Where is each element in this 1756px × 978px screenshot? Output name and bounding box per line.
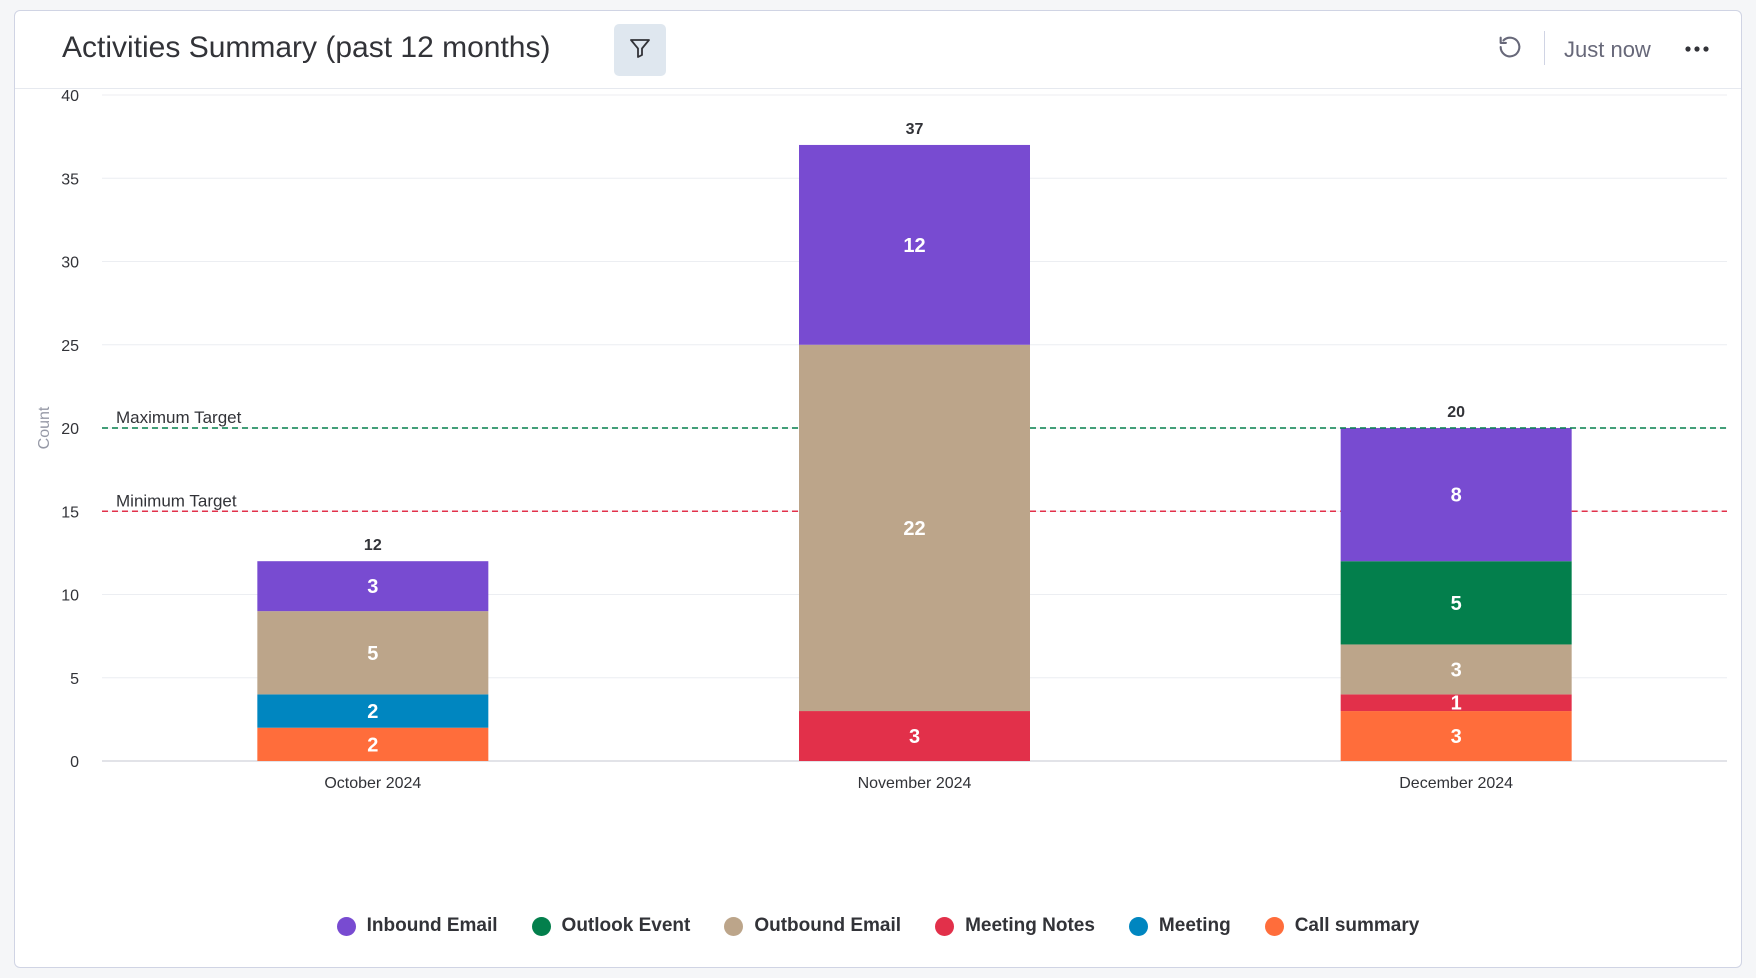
bar-segment-value: 3: [1451, 659, 1462, 681]
bar-segment-value: 5: [367, 643, 378, 665]
legend-label: Meeting Notes: [965, 915, 1095, 936]
x-tick-label: December 2024: [1399, 775, 1513, 792]
legend-label: Inbound Email: [366, 915, 498, 936]
reference-line-label: Minimum Target: [116, 491, 237, 510]
chart-legend: Inbound Email Outlook Event Outbound Email…: [15, 911, 1741, 941]
bar-segment-value: 1: [1451, 693, 1462, 715]
bar-segment: [1340, 428, 1572, 562]
refresh-icon: [1496, 33, 1524, 66]
y-tick-label: 35: [61, 171, 79, 188]
more-horizontal-icon: [1684, 40, 1710, 58]
legend-swatch: [531, 916, 551, 936]
filter-icon: [628, 36, 652, 65]
bar-segment-value: 3: [1451, 726, 1462, 748]
bar-segment-value: 8: [1451, 485, 1462, 507]
bar-segment-value: 2: [367, 734, 378, 756]
more-options-button[interactable]: [1679, 33, 1715, 65]
legend-label: Outbound Email: [754, 915, 902, 936]
legend-label: Meeting: [1158, 915, 1231, 936]
legend-item[interactable]: Outlook Event: [531, 915, 691, 937]
y-tick-label: 25: [61, 338, 79, 355]
bar-segment-value: 2: [367, 701, 378, 723]
bar-segment-value: 5: [1451, 593, 1462, 615]
y-axis-label: Count: [36, 406, 53, 449]
filter-button[interactable]: [614, 24, 666, 76]
activities-summary-card: Activities Summary (past 12 months) Just…: [14, 10, 1742, 968]
legend-swatch: [1264, 916, 1284, 936]
bar-segment: [257, 694, 489, 728]
card-header: Activities Summary (past 12 months) Just…: [15, 11, 1741, 89]
bar-segment: [1340, 694, 1572, 712]
bar-segment-value: 12: [903, 235, 925, 257]
bar-segment-value: 3: [367, 576, 378, 598]
bar-segment: [799, 144, 1030, 345]
legend-item[interactable]: Call summary: [1264, 915, 1420, 937]
legend-item[interactable]: Outbound Email: [724, 915, 901, 937]
header-divider: [1544, 31, 1545, 65]
y-tick-label: 5: [70, 671, 79, 688]
y-tick-label: 30: [61, 255, 79, 272]
legend-swatch: [935, 916, 955, 936]
y-tick-label: 40: [61, 88, 79, 105]
reference-line-label: Maximum Target: [116, 408, 242, 427]
y-tick-label: 10: [61, 588, 79, 605]
x-tick-label: October 2024: [324, 775, 421, 792]
page-title: Activities Summary (past 12 months): [62, 31, 551, 64]
legend-item[interactable]: Meeting: [1128, 915, 1231, 937]
bar-segment: [799, 711, 1030, 761]
last-updated-label: Just now: [1564, 37, 1651, 62]
legend-label: Outlook Event: [561, 915, 691, 936]
bar-total-label: 12: [364, 537, 382, 554]
y-tick-label: 15: [61, 504, 79, 521]
legend-item[interactable]: Inbound Email: [336, 915, 498, 937]
legend-label: Call summary: [1294, 915, 1420, 936]
x-tick-label: November 2024: [858, 775, 972, 792]
y-tick-label: 0: [70, 754, 79, 771]
bar-total-label: 37: [906, 121, 924, 138]
bar-segment: [257, 611, 489, 695]
refresh-button[interactable]: [1494, 33, 1526, 65]
legend-swatch: [724, 916, 744, 936]
bar-segment: [1340, 561, 1572, 645]
bar-segment-value: 3: [909, 726, 920, 748]
bar-segment: [799, 344, 1030, 712]
bar-segment: [257, 727, 489, 761]
legend-swatch: [1128, 916, 1148, 936]
bar-segment: [1340, 644, 1572, 695]
legend-swatch: [336, 916, 356, 936]
bar-total-label: 20: [1447, 404, 1465, 421]
bar-segment: [1340, 711, 1572, 761]
y-tick-label: 20: [61, 421, 79, 438]
bar-segment-value: 22: [903, 518, 925, 540]
bar-segment: [257, 561, 489, 612]
legend-item[interactable]: Meeting Notes: [935, 915, 1095, 937]
